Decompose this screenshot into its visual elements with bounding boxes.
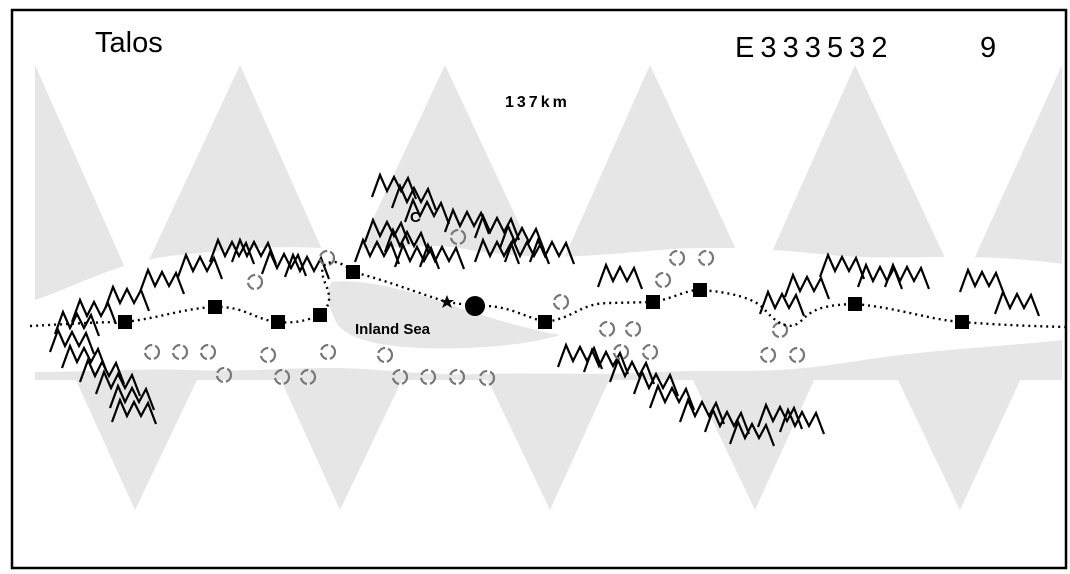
inland-sea (328, 281, 560, 349)
city (693, 283, 707, 297)
trade-route (29, 260, 1066, 329)
land-band (35, 245, 1062, 375)
upper-triangles (35, 65, 1062, 290)
city (848, 297, 862, 311)
scale: 137km (505, 94, 570, 111)
city (646, 295, 660, 309)
city (346, 265, 360, 279)
code: 9 (980, 32, 996, 64)
uwp: E 3 3 3 5 3 2 (735, 32, 887, 64)
city (208, 300, 222, 314)
capital-star (440, 295, 454, 308)
city (118, 315, 132, 329)
city (955, 315, 969, 329)
starport (465, 296, 485, 316)
cities (118, 265, 969, 329)
feature-label: C (410, 209, 421, 226)
city (313, 308, 327, 322)
city (538, 315, 552, 329)
world-name: Talos (95, 27, 163, 59)
frame (10, 8, 1068, 570)
city (271, 315, 285, 329)
feature-label: Inland Sea (355, 321, 431, 338)
